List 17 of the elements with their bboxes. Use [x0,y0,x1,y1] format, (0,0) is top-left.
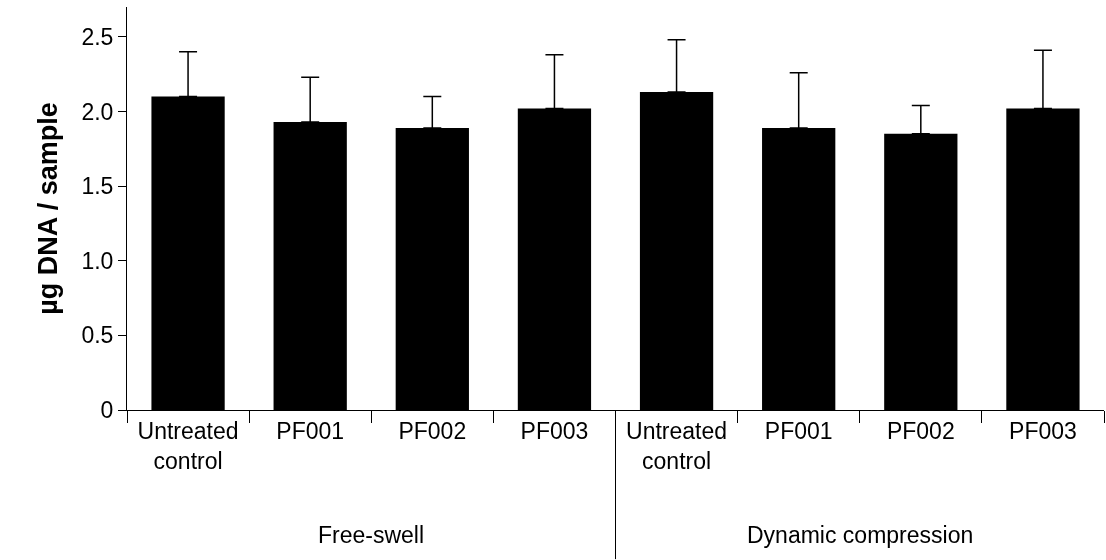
y-tick-label: 1.0 [81,247,114,274]
x-tick-label: Untreated control [137,417,239,474]
x-tick-label: PF003 [1009,417,1077,444]
y-tick-label: 2.5 [81,23,114,50]
x-tick-label: PF003 [520,417,589,444]
y-tick-label: 1.5 [81,173,114,200]
y-tick-label: 0 [100,397,114,424]
text: Free-swell [318,522,425,548]
y-tick-label: 0.5 [81,322,114,349]
x-tick-label: Untreated control [626,417,728,474]
x-tick-label: PF002 [886,417,955,444]
y-axis-title: µg DNA / sample [33,102,64,315]
y-tick-label: 2.0 [81,98,114,125]
x-tick-label: PF002 [398,417,467,444]
text: Dynamic compression [747,522,974,548]
x-tick-label: PF001 [276,417,345,444]
x-tick-label: PF001 [764,417,833,444]
